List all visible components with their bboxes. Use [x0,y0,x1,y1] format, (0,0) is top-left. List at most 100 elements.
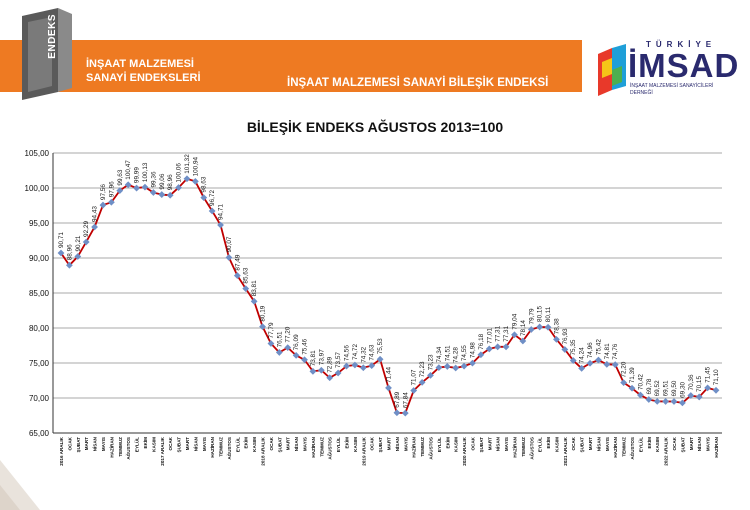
y-tick-label: 75,00 [29,359,50,368]
x-tick-label: 2016 ARALIK [59,436,64,465]
x-tick-label: MART [588,437,593,450]
data-point [309,367,317,375]
data-label: 85,63 [243,267,250,283]
x-tick-label: ŞUBAT [76,437,81,453]
data-label: 100,13 [142,162,149,182]
data-label: 67,89 [394,391,401,407]
data-label: 77,01 [486,327,493,343]
data-label: 101,32 [184,154,191,174]
data-label: 80,15 [537,306,544,322]
x-tick-label: 2022 ARALIK [664,436,669,465]
data-label: 90,71 [58,232,65,248]
data-point [217,221,224,229]
imsad-logo: TÜRKİYE İMSAD İNŞAAT MALZEMESİ SANAYİCİL… [598,40,738,100]
y-tick-label: 85,00 [29,289,50,298]
x-tick-label: TEMMUZ [622,437,627,457]
data-label: 80,11 [545,306,552,322]
data-point [443,363,451,370]
y-tick-label: 80,00 [29,324,50,333]
data-point [561,346,569,353]
x-tick-label: OCAK [672,436,677,450]
data-label: 92,29 [83,221,90,237]
x-tick-label: EKİM [545,437,551,449]
data-label: 71,45 [705,366,712,382]
header-banner [0,40,582,92]
data-point [301,356,308,364]
data-label: 100,94 [192,156,199,176]
x-tick-label: ŞUBAT [277,437,282,453]
x-tick-label: EYLÜL [335,437,341,452]
data-label: 70,42 [637,374,644,390]
data-label: 97,56 [100,184,107,200]
x-tick-label: NİSAN [696,436,702,451]
data-point [267,340,275,347]
data-label: 76,09 [293,334,300,350]
data-point [452,364,460,372]
x-tick-label: HAZİRAN [108,436,114,457]
x-tick-label: TEMMUZ [319,437,324,457]
data-point [393,409,401,417]
data-label: 74,63 [369,344,376,360]
data-point [544,323,552,331]
x-tick-label: OCAK [370,436,375,450]
x-tick-label: EKİM [243,437,249,449]
x-tick-label: NİSAN [595,436,601,451]
data-point [175,184,182,191]
y-tick-label: 65,00 [29,429,50,438]
banner-title-line2: SANAYİ ENDEKSLERİ [86,72,201,84]
x-tick-label: KASIM [655,437,660,452]
x-tick-label: MAYIS [605,437,610,451]
data-label: 100,06 [176,163,183,183]
x-tick-label: EKİM [646,437,652,449]
data-label: 75,53 [377,338,384,354]
data-label: 73,23 [427,354,434,370]
x-tick-label: HAZİRAN [612,436,618,457]
x-tick-label: MART [387,437,392,450]
data-label: 83,81 [251,280,258,296]
data-point [284,344,292,351]
data-label: 69,30 [679,381,686,397]
banner-title-line1: İNŞAAT MALZEMESİ [86,58,194,70]
data-label: 74,98 [469,342,476,358]
x-tick-label: AĞUSTOS [527,437,534,460]
data-label: 74,24 [579,347,586,363]
y-tick-label: 95,00 [29,219,50,228]
data-point [670,398,678,405]
data-point [82,238,90,246]
data-point [149,189,157,196]
data-point [225,254,233,261]
data-point [519,337,527,345]
x-tick-label: EYLÜL [234,437,240,452]
data-label: 71,10 [713,369,720,385]
x-tick-label: 2019 ARALIK [361,436,366,465]
data-point [166,191,174,199]
x-tick-label: EYLÜL [637,437,643,452]
x-tick-label: HAZİRAN [713,436,719,457]
data-label: 99,36 [150,171,157,187]
data-point [351,361,359,369]
x-tick-label: EKİM [444,437,450,449]
x-tick-label: OCAK [571,436,576,450]
data-point [401,409,409,417]
data-point [586,359,594,367]
x-tick-label: MAYIS [202,437,207,451]
x-tick-label: MAYIS [403,437,408,451]
data-label: 67,84 [402,392,409,408]
x-tick-label: MAYIS [101,437,106,451]
x-tick-label: HAZİRAN [209,436,215,457]
data-point [460,362,468,370]
x-tick-label: MAYIS [504,437,509,451]
data-label: 70,15 [696,376,703,392]
data-label: 71,07 [411,369,418,385]
data-label: 98,96 [167,174,174,190]
x-tick-label: MAYIS [706,437,711,451]
data-point [595,356,602,364]
data-label: 72,89 [327,356,334,372]
data-label: 69,78 [646,378,653,394]
data-point [250,297,258,305]
x-tick-label: ŞUBAT [680,437,685,453]
x-tick-label: ŞUBAT [378,437,383,453]
banner-title: İNŞAAT MALZEMESİ SANAYİ ENDEKSLERİ [86,57,201,85]
data-point [191,178,199,185]
data-label: 69,51 [663,380,670,396]
